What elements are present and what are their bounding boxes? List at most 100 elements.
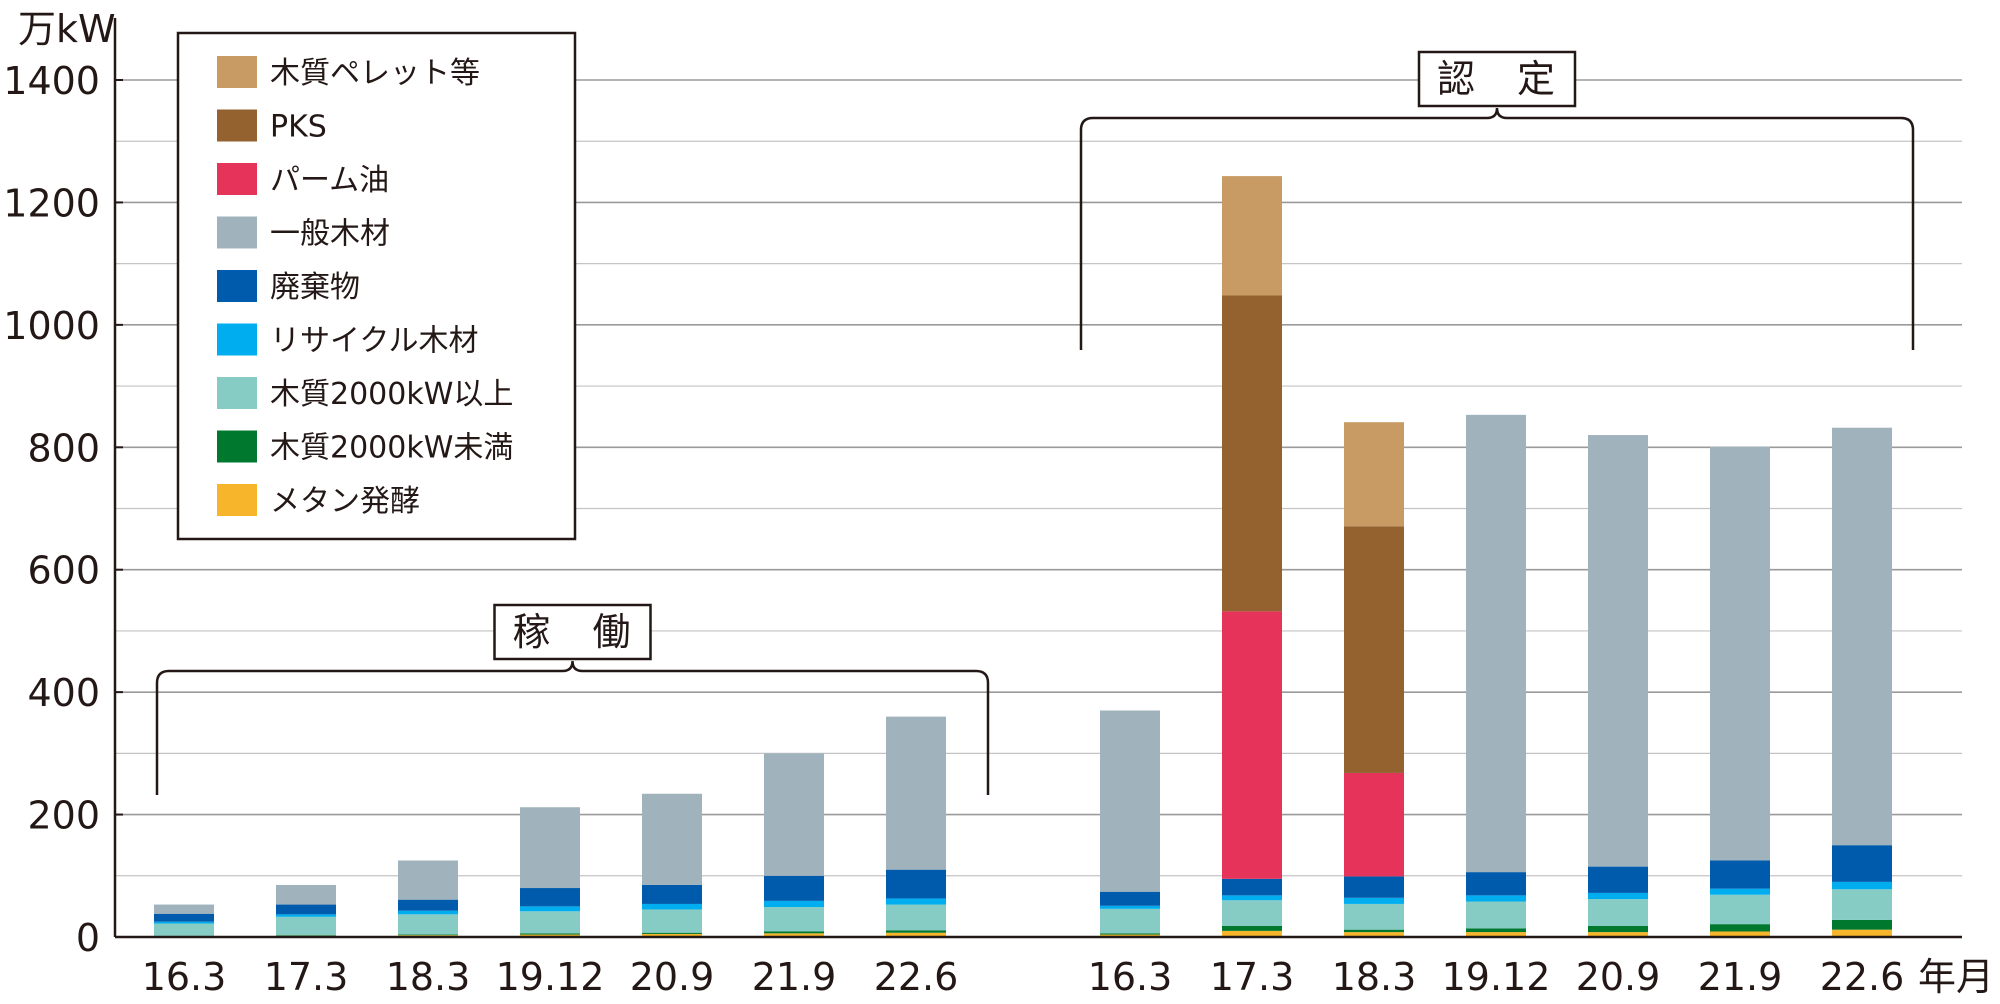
bar-segment bbox=[1100, 908, 1160, 934]
legend-label: リサイクル木材 bbox=[270, 324, 479, 359]
group-brace bbox=[155, 660, 990, 795]
bar-segment bbox=[520, 888, 580, 907]
bar-segment bbox=[764, 933, 824, 937]
bar-segment bbox=[154, 913, 214, 922]
bar-segment bbox=[1466, 928, 1526, 933]
bar-segment bbox=[1222, 611, 1282, 879]
bar-segment bbox=[1466, 895, 1526, 902]
bar-segment bbox=[398, 910, 458, 915]
bar-segment bbox=[1100, 905, 1160, 909]
bar-segment bbox=[764, 900, 824, 908]
x-tick-label: 20.9 bbox=[1576, 955, 1661, 999]
legend: 木質ペレット等 PKS パーム油一般木材廃棄物リサイクル木材木質2000kW以上木質… bbox=[176, 31, 577, 541]
bar-segment bbox=[886, 930, 946, 933]
x-tick-label: 21.9 bbox=[752, 955, 837, 999]
bar-segment bbox=[886, 904, 946, 931]
legend-swatch bbox=[217, 270, 257, 302]
group-label-box bbox=[493, 603, 652, 661]
bar-segment bbox=[642, 884, 702, 904]
bar-segment bbox=[398, 860, 458, 900]
bar-segment bbox=[886, 869, 946, 899]
bar-segment bbox=[398, 934, 458, 936]
bar-segment bbox=[154, 921, 214, 924]
bar-segment bbox=[1832, 881, 1892, 890]
bar-segment bbox=[1832, 427, 1892, 846]
bar-segment bbox=[1344, 422, 1404, 527]
bar-segment bbox=[520, 933, 580, 935]
x-tick-label: 18.3 bbox=[386, 955, 471, 999]
bar-segment bbox=[1344, 772, 1404, 877]
legend-swatch bbox=[217, 323, 257, 356]
bar-segment bbox=[1100, 933, 1160, 935]
y-tick-label: 200 bbox=[27, 794, 100, 838]
x-tick-label: 19.12 bbox=[1442, 955, 1551, 999]
legend-label: 一般木材 bbox=[270, 217, 390, 252]
bar-segment bbox=[1344, 526, 1404, 773]
bar-segment bbox=[1344, 876, 1404, 898]
legend-label: 木質ペレット等 bbox=[270, 56, 480, 91]
bar-segment bbox=[398, 914, 458, 935]
x-tick-label: 16.3 bbox=[142, 955, 227, 999]
legend-label: 廃棄物 bbox=[270, 270, 360, 305]
bar-segment bbox=[764, 907, 824, 932]
bar-segment bbox=[1222, 176, 1282, 296]
bar-segment bbox=[1344, 903, 1404, 930]
bar-segment bbox=[1710, 894, 1770, 925]
x-tick-label: 20.9 bbox=[630, 955, 715, 999]
legend-swatch bbox=[217, 163, 257, 195]
y-tick-label: 800 bbox=[27, 426, 100, 470]
bar-segment bbox=[520, 906, 580, 912]
x-tick-label: 21.9 bbox=[1698, 955, 1783, 999]
bar-segment bbox=[154, 904, 214, 914]
x-tick-label: 19.12 bbox=[496, 955, 605, 999]
bar-segment bbox=[886, 932, 946, 937]
bar-segment bbox=[276, 914, 336, 917]
group-label-box bbox=[1417, 50, 1577, 108]
bar-segment bbox=[764, 875, 824, 901]
bar-segment bbox=[276, 935, 336, 936]
legend-swatch bbox=[217, 430, 257, 463]
bar-segment bbox=[1588, 899, 1648, 926]
x-tick-label: 16.3 bbox=[1088, 955, 1173, 999]
bar-segment bbox=[1466, 414, 1526, 873]
group-braces: 稼 働 認 定 bbox=[155, 50, 1915, 795]
bar-segment bbox=[764, 931, 824, 934]
x-tick-label: 18.3 bbox=[1332, 955, 1417, 999]
legend-label: メタン発酵 bbox=[270, 484, 420, 519]
bar-segment bbox=[276, 916, 336, 936]
bar-segment bbox=[1222, 900, 1282, 926]
bar-segment bbox=[1222, 930, 1282, 937]
bar-segment bbox=[1222, 295, 1282, 612]
y-tick-label: 1400 bbox=[3, 59, 100, 103]
legend-swatch bbox=[217, 484, 257, 516]
y-tick-label: 0 bbox=[76, 916, 100, 960]
bar-segment bbox=[1466, 872, 1526, 896]
bar-segment bbox=[1466, 932, 1526, 937]
bar-segment bbox=[642, 909, 702, 933]
legend-swatch bbox=[217, 216, 257, 249]
bar-segment bbox=[1588, 866, 1648, 893]
group-label: 認 定 bbox=[1437, 57, 1557, 101]
bar-segment bbox=[1466, 901, 1526, 929]
bar-segment bbox=[276, 904, 336, 915]
bar-segment bbox=[1222, 878, 1282, 896]
x-tick-label: 22.6 bbox=[874, 955, 959, 999]
bar-segment bbox=[1710, 446, 1770, 861]
axes: 0 200 400 600 800 1000 1200 1400 万kW 16.3 17.3 18.3… bbox=[3, 7, 1994, 999]
bar-segment bbox=[642, 903, 702, 910]
bar-segment bbox=[1710, 888, 1770, 895]
group-brace bbox=[1079, 107, 1915, 350]
bar-segment bbox=[764, 753, 824, 876]
bar-segment bbox=[520, 807, 580, 889]
y-tick-label: 1200 bbox=[3, 181, 100, 225]
bar-segment bbox=[1222, 895, 1282, 901]
x-tick-label: 17.3 bbox=[264, 955, 349, 999]
y-axis-unit-label: 万kW bbox=[18, 7, 116, 51]
bar-segment bbox=[1100, 891, 1160, 906]
bar-segment bbox=[276, 884, 336, 905]
bar-segment bbox=[1100, 710, 1160, 892]
bar-segment bbox=[642, 793, 702, 885]
bar-segment bbox=[1588, 925, 1648, 933]
bar-segment bbox=[1588, 435, 1648, 867]
